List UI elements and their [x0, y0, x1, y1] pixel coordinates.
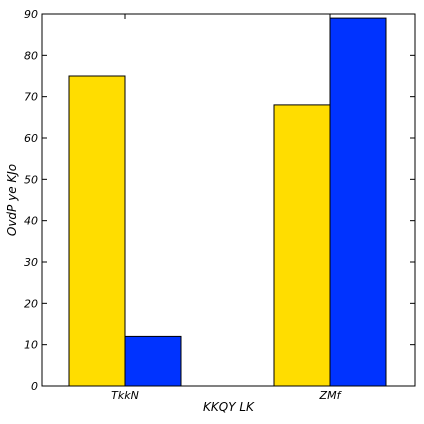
y-axis-title: OvdP ye KJo [5, 164, 19, 236]
bar-ZMf-series-1 [273, 104, 331, 387]
x-axis-title: KKQY LK [203, 400, 255, 414]
x-tick-label: TkkN [111, 389, 139, 402]
y-tick-label: 60 [24, 132, 38, 145]
x-tick-label: ZMf [319, 389, 343, 402]
bars-group [68, 17, 387, 387]
y-tick-label: 10 [24, 339, 38, 352]
y-tick-label: 80 [24, 49, 38, 62]
y-tick-label: 40 [24, 215, 38, 228]
y-tick-label: 20 [24, 297, 38, 310]
bar-TkkN-series-2 [124, 335, 182, 387]
y-tick-label: 90 [24, 8, 38, 21]
plot-frame [41, 13, 416, 387]
y-tick-label: 30 [24, 256, 38, 269]
y-tick-label: 0 [31, 380, 38, 393]
y-axis-ticks: 0 10 20 30 40 50 60 70 80 90 [24, 8, 415, 393]
y-tick-label: 70 [24, 91, 38, 104]
y-tick-label: 50 [24, 173, 38, 186]
x-axis-ticks: TkkN ZMf [111, 14, 343, 402]
bar-ZMf-series-2 [329, 17, 387, 387]
bar-TkkN-series-1 [68, 75, 126, 387]
